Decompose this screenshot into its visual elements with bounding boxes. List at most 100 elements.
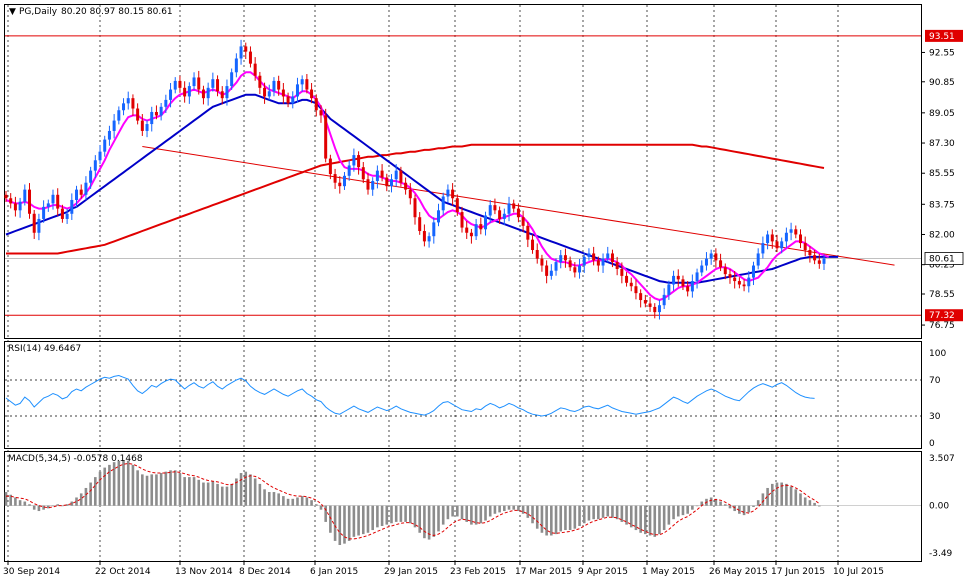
candle-body xyxy=(79,189,83,195)
candle-body xyxy=(404,182,408,190)
candle-body xyxy=(328,158,332,175)
candle-body xyxy=(206,87,210,99)
macd-bar xyxy=(310,500,313,506)
candle-body xyxy=(592,253,596,261)
candle-body xyxy=(112,120,116,131)
macd-bar xyxy=(28,504,31,506)
macd-bar xyxy=(23,501,27,506)
macd-bar xyxy=(79,493,83,506)
macd-bar xyxy=(503,505,506,512)
candle-body xyxy=(310,89,314,99)
candle-body xyxy=(582,256,586,266)
candle-body xyxy=(248,51,252,64)
candle-body xyxy=(394,170,398,180)
macd-bar xyxy=(122,460,125,506)
macd-bar xyxy=(592,505,595,520)
candle-body xyxy=(65,213,69,219)
macd-bar xyxy=(714,498,718,506)
candle-body xyxy=(197,77,201,90)
macd-bar xyxy=(601,505,605,518)
candle-body xyxy=(117,110,121,121)
macd-bar xyxy=(817,505,821,507)
candle-body xyxy=(535,250,539,259)
candle-body xyxy=(761,243,765,254)
candle-body xyxy=(681,279,685,287)
macd-bar xyxy=(648,505,652,536)
candle-body xyxy=(427,236,431,242)
macd-bar xyxy=(676,505,680,517)
macd-bar xyxy=(286,498,290,506)
candle-body xyxy=(587,253,591,257)
macd-bar xyxy=(376,505,379,528)
candle-body xyxy=(780,241,784,249)
candle-body xyxy=(84,182,88,195)
y-tick-label: 85.55 xyxy=(929,169,955,179)
x-tick-label: 23 Feb 2015 xyxy=(450,567,506,577)
y-tick-label: 92.55 xyxy=(929,48,955,58)
macd-bar xyxy=(733,505,736,512)
macd-bar xyxy=(531,505,534,524)
candle-body xyxy=(634,286,638,294)
ohlc-readout: 80.20 80.97 80.15 80.61 xyxy=(61,7,173,17)
macd-bar xyxy=(366,505,370,533)
macd-bar xyxy=(611,505,614,518)
candle-body xyxy=(150,111,154,125)
rsi-tick-label: 100 xyxy=(929,349,946,359)
x-tick-label: 30 Sep 2014 xyxy=(3,567,60,577)
macd-bar xyxy=(108,464,111,506)
candle-body xyxy=(107,130,111,140)
y-tick-label: 80.25 xyxy=(929,261,955,271)
macd-bar xyxy=(568,505,572,531)
macd-panel[interactable] xyxy=(4,451,922,562)
macd-bar xyxy=(639,505,642,533)
macd-bar xyxy=(357,505,360,536)
x-tick-label: 10 Jul 2015 xyxy=(833,567,884,577)
candle-body xyxy=(333,174,337,183)
candle-body xyxy=(145,124,149,131)
candle-body xyxy=(300,79,304,85)
macd-bar xyxy=(470,505,473,525)
macd-bar xyxy=(18,500,22,506)
candle-body xyxy=(422,231,426,242)
macd-bar xyxy=(178,473,182,506)
candle-body xyxy=(272,80,276,92)
candle-body xyxy=(389,179,393,187)
candle-body xyxy=(399,170,403,183)
candle-body xyxy=(432,222,436,237)
x-tick-label: 8 Dec 2014 xyxy=(239,567,291,577)
macd-bar xyxy=(361,505,365,535)
rsi-panel[interactable] xyxy=(4,341,922,449)
candle-body xyxy=(545,265,549,276)
y-tick-label: 78.55 xyxy=(929,290,955,300)
macd-bar xyxy=(808,500,812,506)
candle-body xyxy=(23,189,27,202)
macd-bar xyxy=(239,473,243,506)
chart-menu-arrow[interactable]: ▼ xyxy=(9,7,16,17)
macd-bar xyxy=(319,505,323,510)
candle-body xyxy=(563,255,567,261)
candle-body xyxy=(813,255,817,261)
macd-bar xyxy=(324,505,327,522)
price-panel[interactable] xyxy=(4,4,922,339)
rsi-tick-label: 0 xyxy=(929,439,935,449)
macd-bar xyxy=(206,482,210,506)
candle-body xyxy=(60,208,64,219)
macd-bar xyxy=(794,489,798,506)
macd-bar xyxy=(98,471,102,506)
candle-body xyxy=(437,210,441,223)
candle-body xyxy=(192,77,196,87)
candle-body xyxy=(625,275,629,283)
candle-body xyxy=(521,217,525,226)
macd-bar xyxy=(752,505,755,507)
candle-body xyxy=(164,99,168,107)
candle-body xyxy=(803,243,807,251)
candle-body xyxy=(9,198,13,204)
macd-bar xyxy=(150,474,154,506)
candle-body xyxy=(615,262,619,269)
candle-body xyxy=(187,86,191,97)
candle-body xyxy=(549,270,553,276)
macd-bar xyxy=(211,481,215,506)
candle-body xyxy=(295,84,299,97)
macd-bar xyxy=(615,505,619,520)
